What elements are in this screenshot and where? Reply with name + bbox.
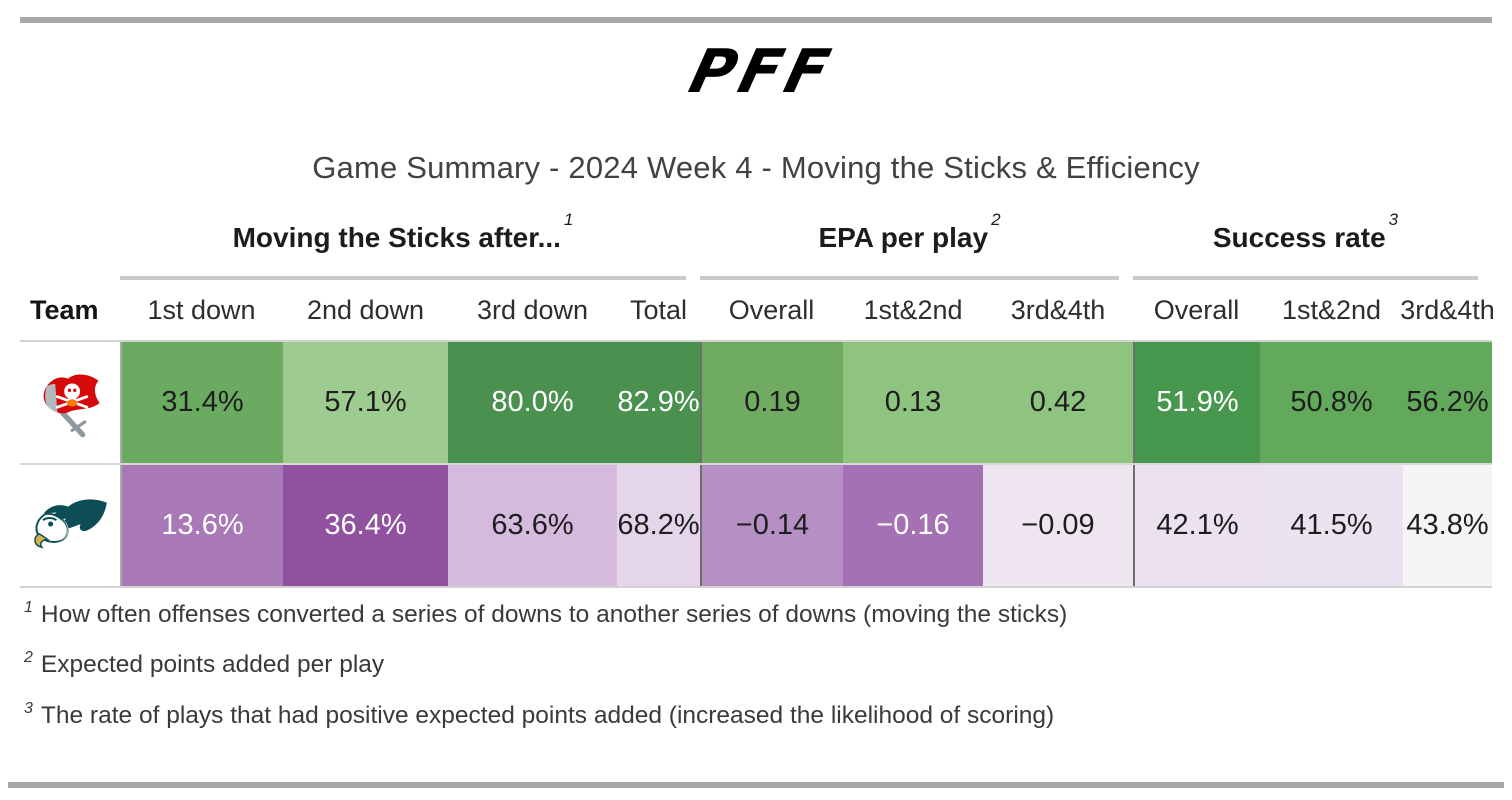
footnote-ref-1: 1 xyxy=(563,210,574,229)
value-cell: 13.6% xyxy=(120,465,283,586)
eagles-logo xyxy=(34,498,107,548)
summary-table: Moving the Sticks after... 1 EPA per pla… xyxy=(20,210,1495,588)
report-title: Game Summary - 2024 Week 4 - Moving the … xyxy=(312,150,1200,185)
buccaneers-logo xyxy=(43,373,100,437)
value-cell: 68.2% xyxy=(617,465,700,586)
value-cell: 42.1% xyxy=(1133,465,1260,586)
footnote-text: How often offenses converted a series of… xyxy=(40,601,1068,628)
table-row: 31.4% 57.1% 80.0% 82.9% 0.19 0.13 0.42 51.9% 50.… xyxy=(20,342,1492,463)
value-cell: 57.1% xyxy=(283,342,448,463)
table-row: 13.6% 36.4% 63.6% 68.2% −0.14 −0.16 −0.09 42.1%… xyxy=(20,463,1492,586)
column-group-label: EPA per play xyxy=(818,222,989,253)
top-divider-bar xyxy=(20,17,1492,23)
value-cell: 41.5% xyxy=(1260,465,1403,586)
team-column-header: Team xyxy=(30,294,99,325)
value-cell: −0.14 xyxy=(700,465,843,586)
value-cell: 56.2% xyxy=(1403,342,1492,463)
column-header: 3rd&4th xyxy=(1010,294,1106,325)
column-group-label: Success rate xyxy=(1212,222,1386,253)
bottom-divider-bar xyxy=(8,782,1504,788)
team-cell xyxy=(20,342,120,463)
footnote: 1 How often offenses converted a series o… xyxy=(24,599,1488,629)
column-group-success-rate: Success rate 3 xyxy=(1133,210,1478,280)
pff-logo: PFF xyxy=(683,40,841,102)
value-cell: 31.4% xyxy=(120,342,283,463)
value-cell: 80.0% xyxy=(448,342,617,463)
value-cell: 43.8% xyxy=(1403,465,1492,586)
column-header: 1st&2nd xyxy=(863,294,963,325)
header: PFF xyxy=(0,40,1512,102)
column-group-label: Moving the Sticks after... xyxy=(232,222,561,253)
table-body: 31.4% 57.1% 80.0% 82.9% 0.19 0.13 0.42 51.9% 50.… xyxy=(20,340,1492,588)
footnote-text: The rate of plays that had positive expe… xyxy=(40,701,1055,729)
value-cell: 0.13 xyxy=(843,342,983,463)
footnote: 2 Expected points added per play xyxy=(24,649,1488,679)
footnote: 3 The rate of plays that had positive exp… xyxy=(24,699,1488,730)
value-cell: 36.4% xyxy=(283,465,448,586)
value-cell: 50.8% xyxy=(1260,342,1403,463)
value-cell: 63.6% xyxy=(448,465,617,586)
value-cell: −0.09 xyxy=(983,465,1133,586)
column-header: 1st&2nd xyxy=(1281,294,1382,325)
column-header: Overall xyxy=(1153,294,1240,325)
value-cell: −0.16 xyxy=(843,465,983,586)
column-group-moving-sticks: Moving the Sticks after... 1 xyxy=(120,210,686,280)
value-cell: 0.19 xyxy=(700,342,843,463)
footnote-text: Expected points added per play xyxy=(40,651,385,679)
value-cell: 0.42 xyxy=(983,342,1133,463)
footnote-ref-2: 2 xyxy=(991,210,1001,229)
pff-logo-text: PFF xyxy=(683,40,841,102)
column-header: 1st down xyxy=(147,294,256,325)
footnote-marker: 3 xyxy=(24,699,33,717)
column-group-epa: EPA per play 2 xyxy=(700,210,1119,280)
footnote-ref-3: 3 xyxy=(1388,210,1399,229)
column-header-row: Team 1st down 2nd down 3rd down Total Overal… xyxy=(20,280,1495,340)
column-header: Overall xyxy=(728,294,815,325)
footnote-marker: 2 xyxy=(24,649,33,667)
column-header: 3rd&4th xyxy=(1400,294,1495,325)
column-header: 3rd down xyxy=(476,294,589,325)
footnotes: 1 How often offenses converted a series o… xyxy=(24,599,1488,751)
value-cell: 82.9% xyxy=(617,342,700,463)
column-header: 2nd down xyxy=(306,294,425,325)
footnote-marker: 1 xyxy=(24,599,33,616)
team-cell xyxy=(20,465,120,586)
column-header: Total xyxy=(629,294,688,325)
value-cell: 51.9% xyxy=(1133,342,1260,463)
column-group-row: Moving the Sticks after... 1 EPA per pla… xyxy=(20,210,1492,280)
